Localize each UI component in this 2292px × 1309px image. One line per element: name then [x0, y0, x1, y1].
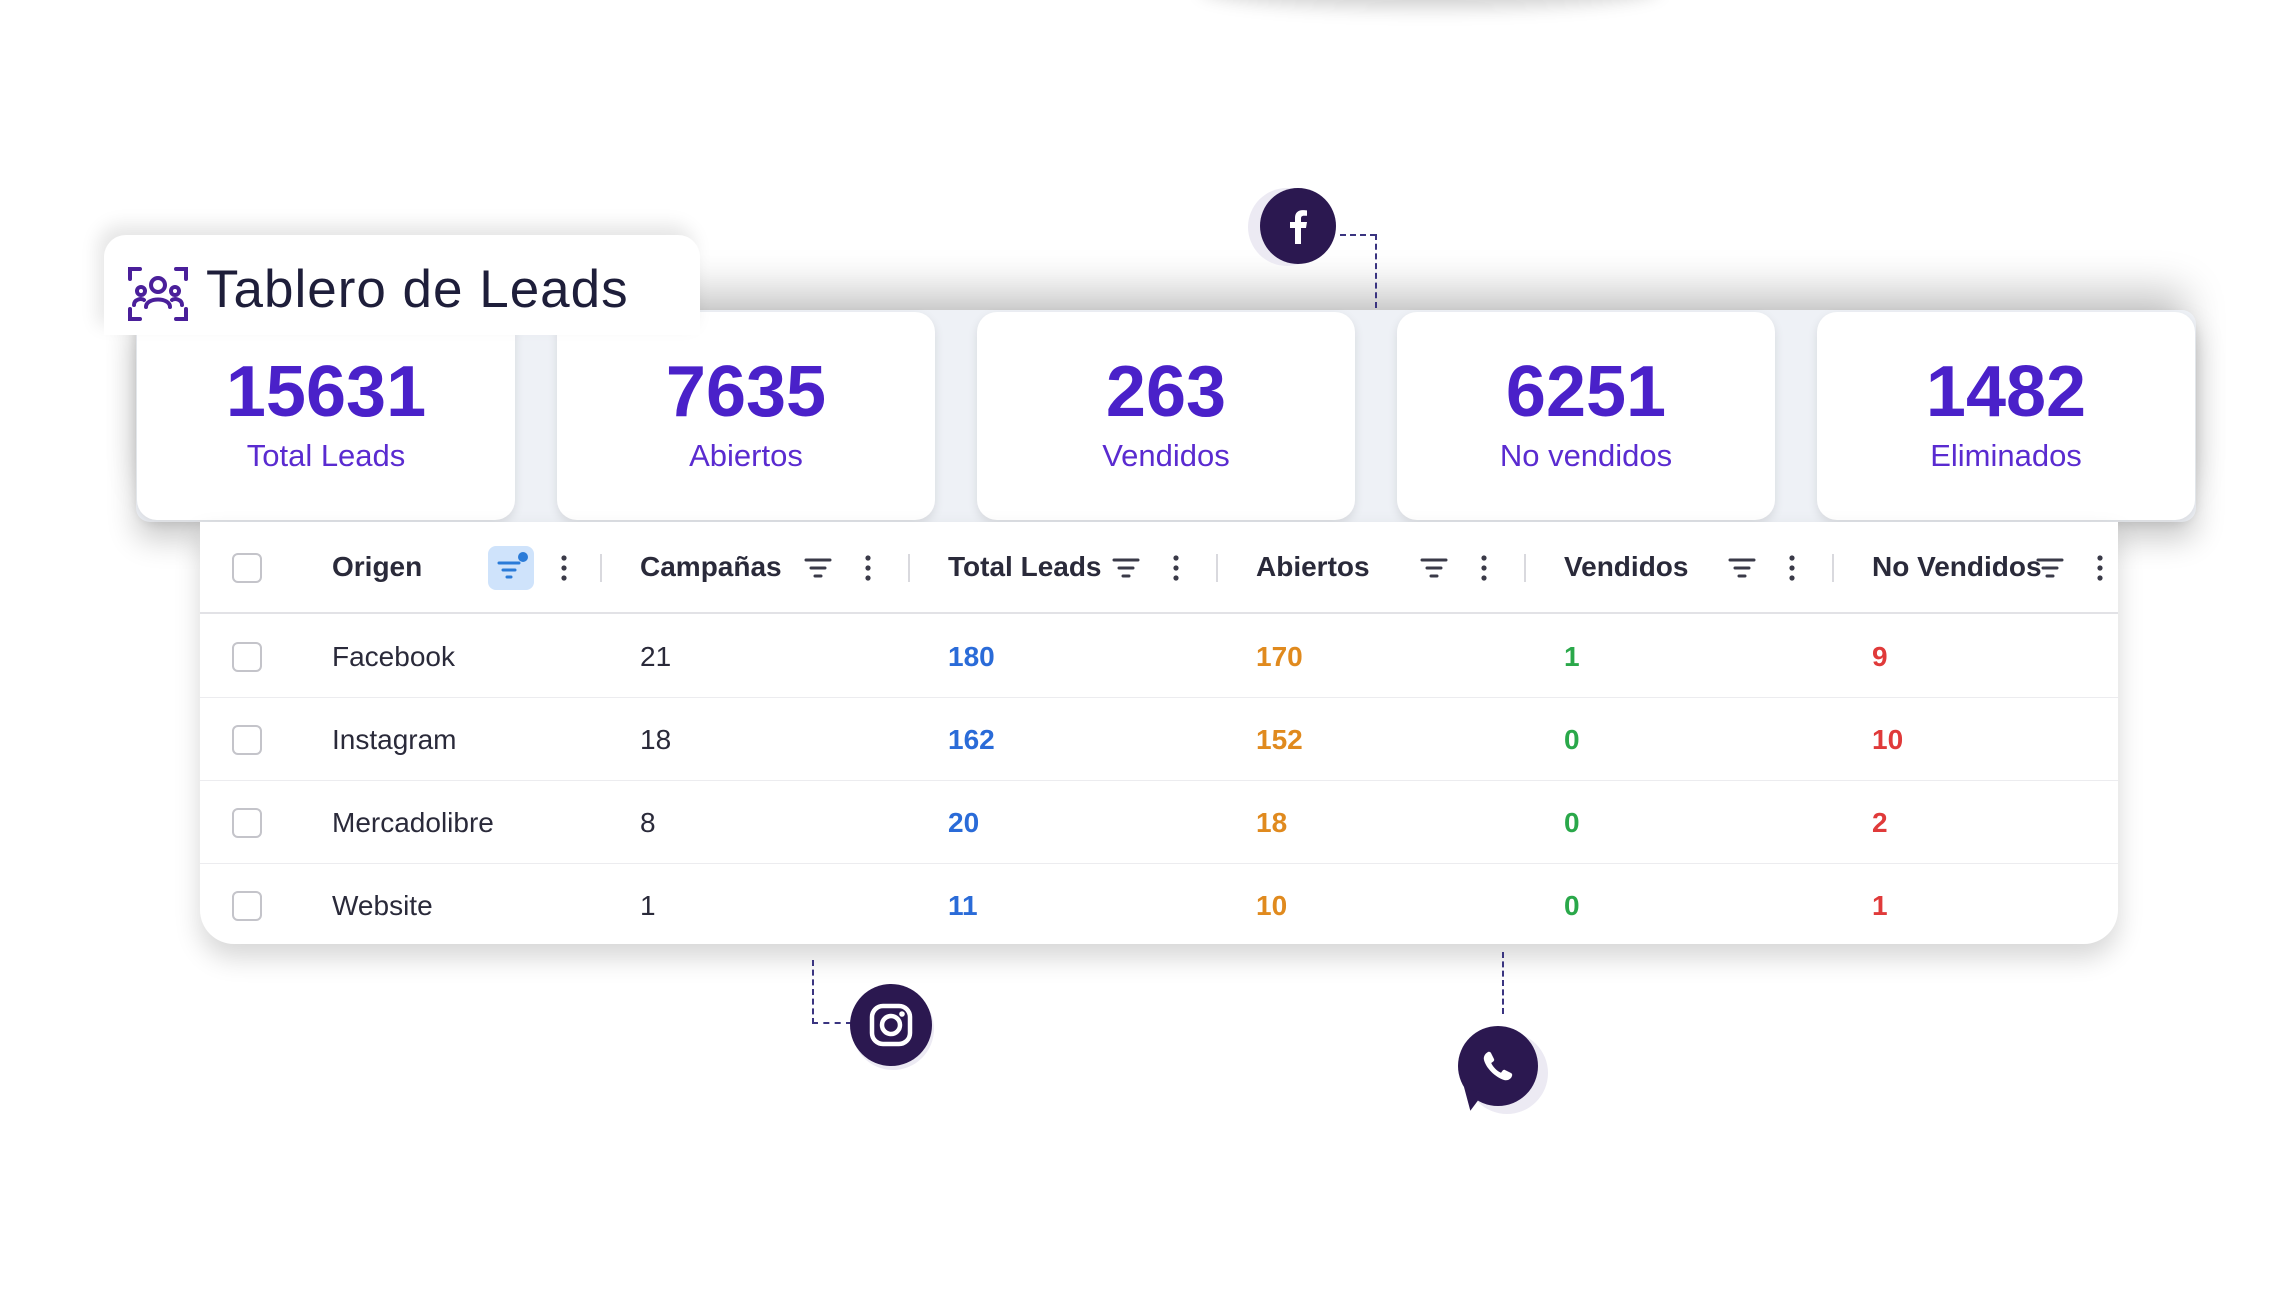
instagram-badge: [850, 984, 932, 1066]
cell-origen: Instagram: [332, 723, 457, 755]
cell-origen: Facebook: [332, 640, 455, 672]
column-header-no-vendidos[interactable]: No Vendidos: [1872, 551, 2042, 582]
connector-line: [812, 960, 814, 1024]
cell-abiertos: 10: [1256, 890, 1288, 921]
column-header-abiertos[interactable]: Abiertos: [1256, 551, 1370, 582]
column-separator[interactable]: [1832, 554, 1834, 582]
whatsapp-badge: [1458, 1026, 1538, 1106]
table-header: Origen Campañas Total Leads Abiertos Ven…: [200, 522, 2118, 614]
stat-value: 263: [1105, 352, 1227, 432]
filter-icon[interactable]: [2036, 557, 2064, 579]
stat-label: Vendidos: [1102, 438, 1230, 473]
kebab-menu-icon[interactable]: [1788, 555, 1796, 581]
kebab-menu-icon[interactable]: [560, 555, 568, 581]
cell-vendidos: 0: [1564, 806, 1580, 838]
kebab-menu-icon[interactable]: [2096, 555, 2104, 581]
row-checkbox[interactable]: [232, 891, 262, 921]
stat-card-total-leads: 15631 Total Leads: [137, 312, 515, 520]
stat-card-vendidos: 263 Vendidos: [977, 312, 1355, 520]
table-row[interactable]: Website 1 11 10 0 1: [200, 865, 2118, 947]
filter-icon[interactable]: [1728, 557, 1756, 579]
cell-vendidos: 0: [1564, 723, 1580, 755]
column-header-vendidos[interactable]: Vendidos: [1564, 551, 1689, 582]
column-separator[interactable]: [908, 554, 910, 582]
kebab-menu-icon[interactable]: [1480, 555, 1488, 581]
cell-campanas: 18: [640, 723, 672, 755]
cell-no-vendidos: 9: [1872, 640, 1888, 672]
cell-total-leads: 20: [948, 806, 980, 838]
cell-campanas: 1: [640, 890, 656, 921]
cell-campanas: 21: [640, 640, 672, 672]
kebab-menu-icon[interactable]: [1172, 555, 1180, 581]
kebab-menu-icon[interactable]: [864, 555, 872, 581]
connector-line: [1502, 952, 1504, 1014]
column-separator[interactable]: [600, 554, 602, 582]
cell-origen: Mercadolibre: [332, 806, 494, 838]
cell-vendidos: 1: [1564, 640, 1580, 672]
leads-group-icon: [128, 267, 188, 321]
table-row[interactable]: Facebook 21 180 170 1 9: [200, 616, 2118, 698]
stat-card-eliminados: 1482 Eliminados: [1817, 312, 2195, 520]
stat-value: 6251: [1505, 352, 1667, 432]
page-title: Tablero de Leads: [206, 260, 629, 319]
filter-icon[interactable]: [1420, 557, 1448, 579]
instagram-icon: [869, 1003, 913, 1047]
cell-total-leads: 162: [948, 723, 995, 755]
column-separator[interactable]: [1216, 554, 1218, 582]
filter-icon: [497, 552, 528, 579]
select-all-checkbox[interactable]: [232, 553, 262, 583]
row-checkbox[interactable]: [232, 808, 262, 838]
filter-active-button[interactable]: [488, 546, 534, 590]
column-header-campanas[interactable]: Campañas: [640, 551, 782, 582]
cell-vendidos: 0: [1564, 890, 1580, 921]
stat-label: Total Leads: [246, 438, 406, 473]
filter-icon[interactable]: [804, 557, 832, 579]
stat-card-no-vendidos: 6251 No vendidos: [1397, 312, 1775, 520]
cell-no-vendidos: 10: [1872, 723, 1904, 755]
whatsapp-icon: [1483, 1051, 1513, 1081]
stat-value: 15631: [225, 352, 427, 432]
cell-total-leads: 180: [948, 640, 995, 672]
cell-no-vendidos: 2: [1872, 806, 1888, 838]
cell-no-vendidos: 1: [1872, 890, 1888, 921]
stat-label: Abiertos: [689, 438, 803, 473]
connector-line: [812, 1022, 852, 1024]
column-header-total-leads[interactable]: Total Leads: [948, 551, 1102, 582]
stat-card-abiertos: 7635 Abiertos: [557, 312, 935, 520]
column-header-origen[interactable]: Origen: [332, 551, 423, 582]
cell-origen: Website: [332, 890, 433, 921]
column-separator[interactable]: [1524, 554, 1526, 582]
table-row[interactable]: Mercadolibre 8 20 18 0 2: [200, 782, 2118, 864]
stat-value: 1482: [1925, 352, 2087, 432]
cell-abiertos: 18: [1256, 806, 1288, 838]
connector-line: [1340, 234, 1376, 236]
filter-icon[interactable]: [1112, 557, 1140, 579]
cell-total-leads: 11: [948, 890, 978, 921]
row-checkbox[interactable]: [232, 642, 262, 672]
connector-line: [1375, 234, 1377, 308]
cell-campanas: 8: [640, 806, 656, 838]
stat-value: 7635: [665, 352, 827, 432]
stat-label: Eliminados: [1930, 438, 2082, 473]
leads-table: Origen Campañas Total Leads Abiertos Ven…: [200, 522, 2118, 944]
stat-label: No vendidos: [1499, 438, 1673, 473]
title-tab: Tablero de Leads: [104, 235, 700, 335]
row-checkbox[interactable]: [232, 725, 262, 755]
facebook-icon: [1290, 210, 1307, 244]
cell-abiertos: 152: [1256, 723, 1303, 755]
table-row[interactable]: Instagram 18 162 152 0 10: [200, 699, 2118, 781]
facebook-badge: [1260, 188, 1336, 264]
cell-abiertos: 170: [1256, 640, 1303, 672]
